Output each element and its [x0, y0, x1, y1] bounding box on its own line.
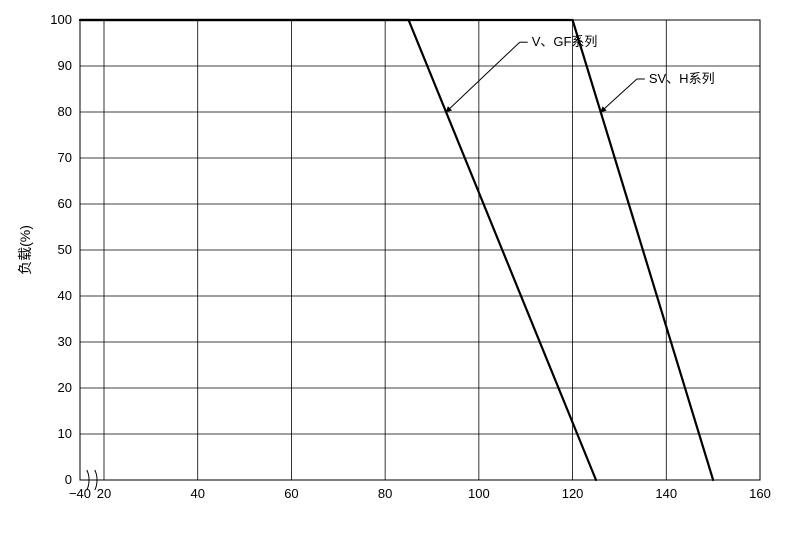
y-tick-label: 10 [58, 426, 72, 441]
x-tick-label: 80 [378, 486, 392, 501]
y-axis-label: 负载(%) [15, 220, 35, 280]
y-tick-label: 50 [58, 242, 72, 257]
x-tick-label: 120 [562, 486, 584, 501]
series-label: V、GF系列 [532, 34, 598, 49]
x-tick-label: 20 [97, 486, 111, 501]
series-label: SV、H系列 [649, 71, 715, 86]
load-derating-chart: 0102030405060708090100−40204060801001201… [0, 0, 786, 535]
x-tick-label: 160 [749, 486, 771, 501]
x-tick-label: 100 [468, 486, 490, 501]
y-tick-label: 60 [58, 196, 72, 211]
y-tick-label: 70 [58, 150, 72, 165]
y-tick-label: 100 [50, 12, 72, 27]
y-tick-label: 90 [58, 58, 72, 73]
y-tick-label: 80 [58, 104, 72, 119]
y-tick-label: 30 [58, 334, 72, 349]
y-tick-label: 0 [65, 472, 72, 487]
x-tick-label: 140 [655, 486, 677, 501]
y-tick-label: 20 [58, 380, 72, 395]
x-tick-label: 60 [284, 486, 298, 501]
y-tick-label: 40 [58, 288, 72, 303]
x-tick-label: 40 [190, 486, 204, 501]
chart-canvas: 0102030405060708090100−40204060801001201… [0, 0, 786, 535]
